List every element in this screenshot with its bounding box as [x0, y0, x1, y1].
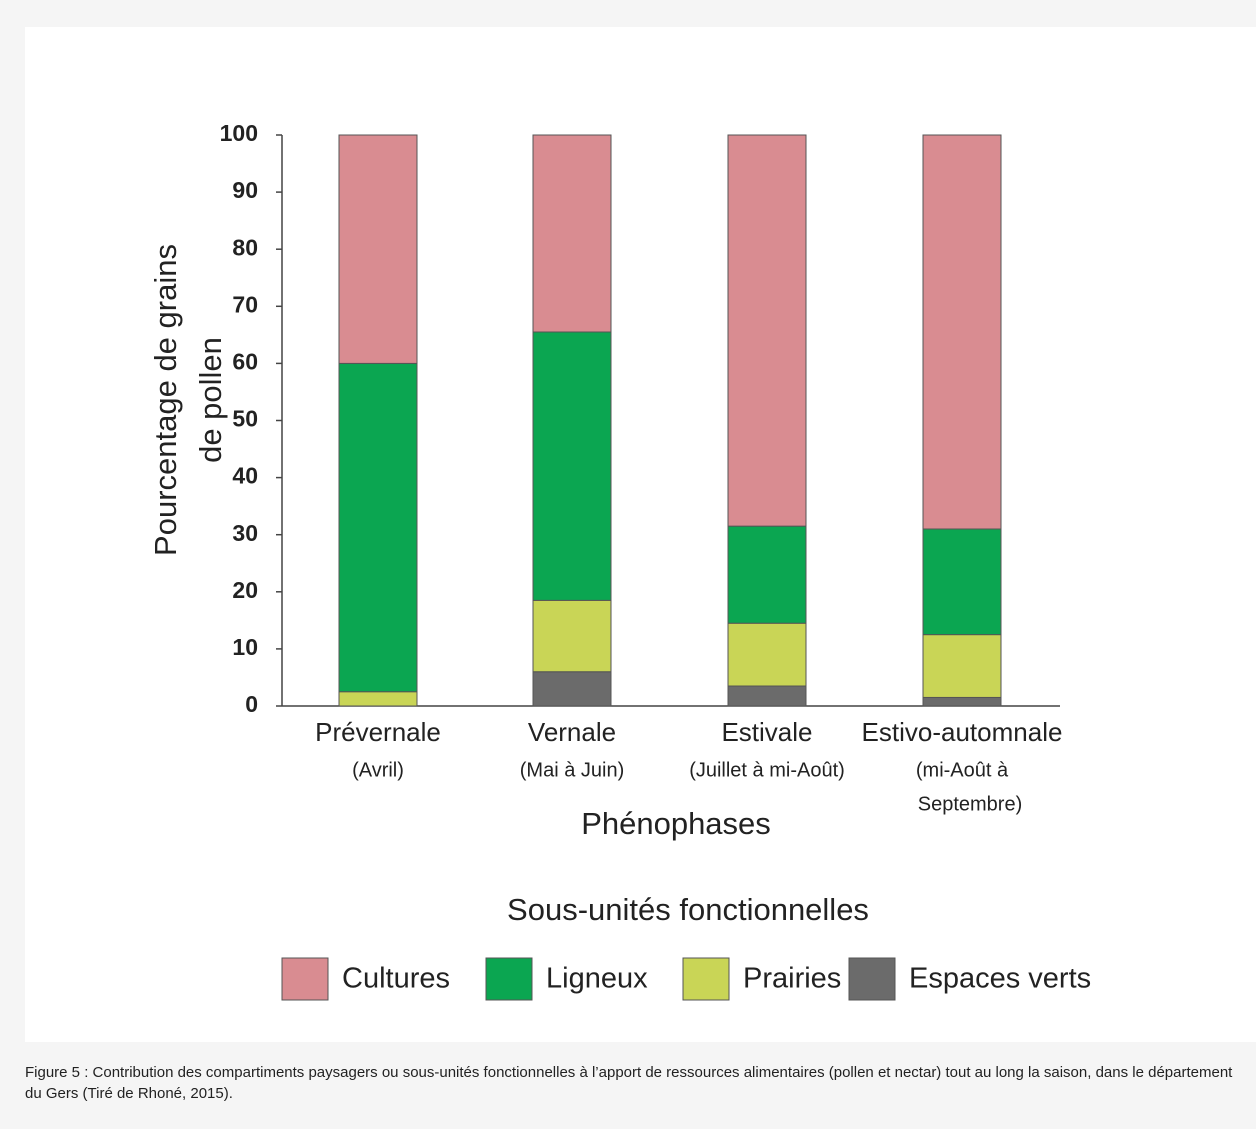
y-tick-label: 100: [220, 120, 258, 146]
legend-swatch: [281, 957, 329, 1001]
bar-segment: [727, 134, 807, 527]
y-tick-label: 90: [232, 177, 258, 203]
y-tick-label: 10: [232, 634, 258, 660]
x-tick-sublabel: (Mai à Juin): [520, 759, 624, 781]
legend-title: Sous-unités fonctionnelles: [507, 892, 869, 927]
bar-segment: [727, 622, 807, 687]
legend-label: Prairies: [743, 963, 841, 995]
y-tick-label: 80: [232, 234, 258, 260]
chart-panel: [25, 27, 1256, 1042]
bar-segment: [727, 685, 807, 707]
bar-segment: [338, 691, 418, 707]
legend-swatch: [682, 957, 730, 1001]
y-tick-label: 60: [232, 348, 258, 374]
x-tick-sublabel: (mi-Août à: [916, 759, 1009, 781]
x-tick-label: Prévernale: [315, 717, 441, 747]
bar-segment: [922, 634, 1002, 698]
bar-segment: [532, 599, 612, 673]
chart: 0 10 20 30 40 50 60 70 80 90 100 Pourcentage de gra…: [148, 120, 1091, 1001]
y-axis-label: Pourcentage de grains: [148, 244, 183, 556]
legend-swatch: [848, 957, 896, 1001]
x-tick-label: Vernale: [528, 717, 616, 747]
bar-segment: [922, 528, 1002, 636]
legend-label: Ligneux: [546, 963, 648, 995]
bar-segment: [338, 362, 418, 693]
bar-segment: [338, 134, 418, 364]
x-axis-label: Phénophases: [581, 806, 771, 841]
y-tick-label: 30: [232, 520, 258, 546]
y-tick-label: 50: [232, 406, 258, 432]
x-tick-sublabel: Septembre): [918, 793, 1023, 815]
bar-segment: [922, 696, 1002, 707]
y-tick-label: 40: [232, 463, 258, 489]
legend-label: Espaces verts: [909, 963, 1091, 995]
bar-segment: [532, 671, 612, 707]
y-tick-label: 70: [232, 291, 258, 317]
y-axis-label: de pollen: [193, 337, 228, 463]
x-tick-label: Estivo-automnale: [862, 717, 1063, 747]
legend-label: Cultures: [342, 963, 450, 995]
x-tick-label: Estivale: [721, 717, 812, 747]
caption: Figure 5 : Contribution des compartiment…: [25, 1064, 1233, 1102]
legend-swatch: [485, 957, 533, 1001]
bar-segment: [922, 134, 1002, 530]
bar-segment: [727, 525, 807, 624]
bar-segment: [532, 134, 612, 333]
x-tick-sublabel: (Avril): [352, 759, 404, 781]
x-tick-sublabel: (Juillet à mi-Août): [689, 759, 845, 781]
bar-segment: [532, 331, 612, 601]
y-tick-label: 20: [232, 577, 258, 603]
y-tick-label: 0: [245, 691, 258, 717]
